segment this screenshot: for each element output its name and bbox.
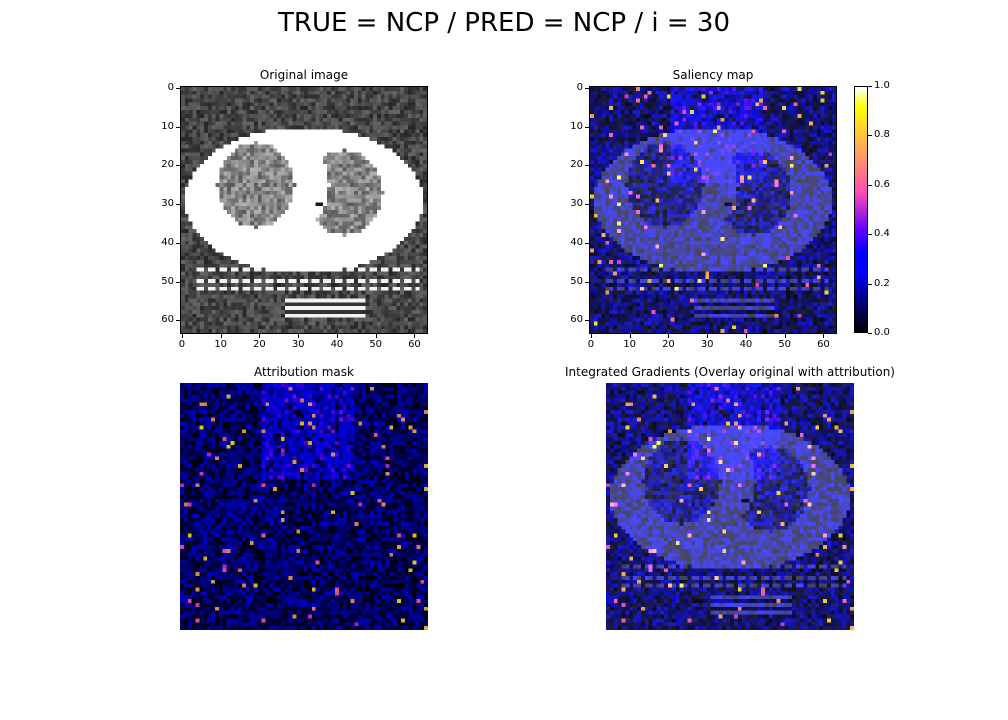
saliency-map-ytick-label: 0	[576, 81, 583, 93]
original-image-xtick-label: 30	[291, 339, 305, 350]
original-image-ytick-label: 20	[161, 159, 174, 171]
saliency-map-ytick-label: 50	[570, 275, 583, 287]
saliency-map-xtick-label: 20	[662, 339, 675, 350]
colorbar-tick-mark	[868, 135, 872, 137]
original-image-ytick-label: 40	[161, 236, 174, 248]
original-image-xtick-mark	[375, 334, 377, 338]
colorbar-tick-label: 0.8	[874, 129, 890, 141]
saliency-map-xtick-mark	[707, 334, 709, 338]
saliency-map-xtick-mark	[629, 334, 631, 338]
saliency-map-ytick-mark	[585, 281, 589, 283]
colorbar-tick-mark	[868, 234, 872, 236]
original-image-xtick-label: 10	[214, 339, 228, 350]
original-image-xtick-mark	[298, 334, 300, 338]
saliency-map-ytick-label: 10	[570, 120, 583, 132]
colorbar	[854, 86, 868, 333]
attribution-mask-heatmap	[180, 383, 428, 630]
original-image-xtick-mark	[414, 334, 416, 338]
original-image-ytick-label: 10	[161, 120, 174, 132]
original-image-ytick-mark	[176, 87, 180, 89]
colorbar-tick-label: 0.4	[874, 228, 890, 240]
original-image-ytick-mark	[176, 320, 180, 322]
original-image-ytick-label: 30	[161, 198, 174, 210]
attribution-mask-title: Attribution mask	[254, 365, 354, 379]
original-image-ytick-mark	[176, 204, 180, 206]
saliency-map-xtick-mark	[823, 334, 825, 338]
saliency-map-ytick-mark	[585, 242, 589, 244]
integrated-gradients-title: Integrated Gradients (Overlay original w…	[565, 365, 895, 379]
saliency-map-xtick-label: 0	[587, 339, 595, 350]
colorbar-tick-mark	[868, 184, 872, 186]
saliency-map-ytick-label: 60	[570, 314, 583, 326]
original-image-xtick-mark	[336, 334, 338, 338]
original-image-ytick-label: 0	[167, 81, 174, 93]
saliency-map-xtick-mark	[668, 334, 670, 338]
saliency-map-xtick-label: 30	[700, 339, 714, 350]
saliency-map-ytick-label: 40	[570, 236, 583, 248]
saliency-map-ytick-mark	[585, 126, 589, 128]
figure-title: TRUE = NCP / PRED = NCP / i = 30	[278, 8, 730, 38]
colorbar-tick-label: 1.0	[874, 80, 890, 91]
original-image-xtick-label: 20	[253, 339, 266, 350]
saliency-map-xtick-mark	[745, 334, 747, 338]
original-image-ytick-mark	[176, 165, 180, 167]
colorbar-tick-mark	[868, 86, 872, 87]
saliency-map-title: Saliency map	[672, 68, 754, 82]
colorbar-tick-label: 0.2	[874, 277, 890, 289]
saliency-map-xtick-mark	[784, 334, 786, 338]
original-image-ytick-mark	[176, 281, 180, 283]
saliency-map-ytick-mark	[585, 87, 589, 89]
saliency-map-ytick-mark	[585, 165, 589, 167]
colorbar-tick-mark	[868, 283, 872, 285]
original-image-xtick-label: 50	[369, 339, 383, 350]
original-image-heatmap	[180, 86, 428, 334]
original-image-xtick-label: 40	[330, 339, 344, 350]
colorbar-tick-label: 0.6	[874, 178, 890, 190]
original-image-xtick-label: 0	[178, 339, 186, 350]
original-image-title: Original image	[259, 68, 349, 82]
saliency-map-xtick-label: 10	[623, 339, 637, 350]
saliency-map-ytick-label: 20	[570, 159, 583, 171]
saliency-map-ytick-label: 30	[570, 198, 583, 210]
original-image-xtick-label: 60	[408, 339, 421, 350]
original-image-ytick-label: 60	[161, 314, 174, 326]
saliency-map-xtick-mark	[590, 334, 592, 338]
colorbar-tick-label: 0.0	[874, 327, 890, 338]
original-image-xtick-mark	[181, 334, 183, 338]
saliency-map-xtick-label: 60	[817, 339, 830, 350]
saliency-map-ytick-mark	[585, 204, 589, 206]
colorbar-tick-mark	[868, 333, 872, 334]
saliency-map-xtick-label: 50	[778, 339, 792, 350]
saliency-map-heatmap	[589, 86, 837, 334]
original-image-ytick-mark	[176, 242, 180, 244]
original-image-ytick-label: 50	[161, 275, 174, 287]
original-image-ytick-mark	[176, 126, 180, 128]
original-image-xtick-mark	[220, 334, 222, 338]
saliency-map-xtick-label: 40	[739, 339, 753, 350]
original-image-xtick-mark	[259, 334, 261, 338]
saliency-map-ytick-mark	[585, 320, 589, 322]
integrated-gradients-heatmap	[606, 383, 854, 630]
